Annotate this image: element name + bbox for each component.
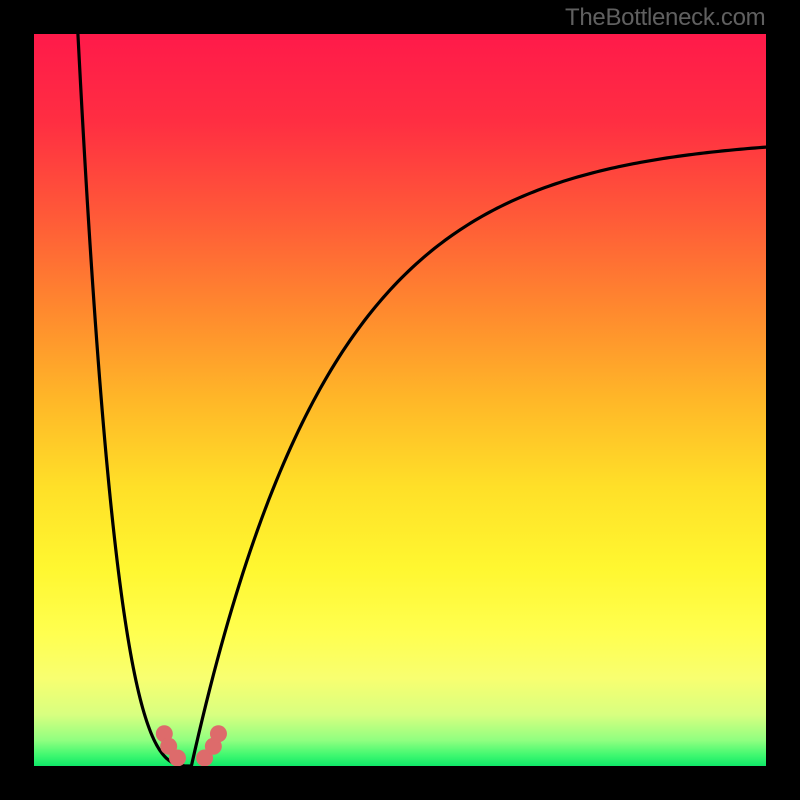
gradient-background	[34, 34, 766, 766]
watermark-text: TheBottleneck.com	[565, 4, 765, 32]
plot-area	[34, 34, 766, 766]
